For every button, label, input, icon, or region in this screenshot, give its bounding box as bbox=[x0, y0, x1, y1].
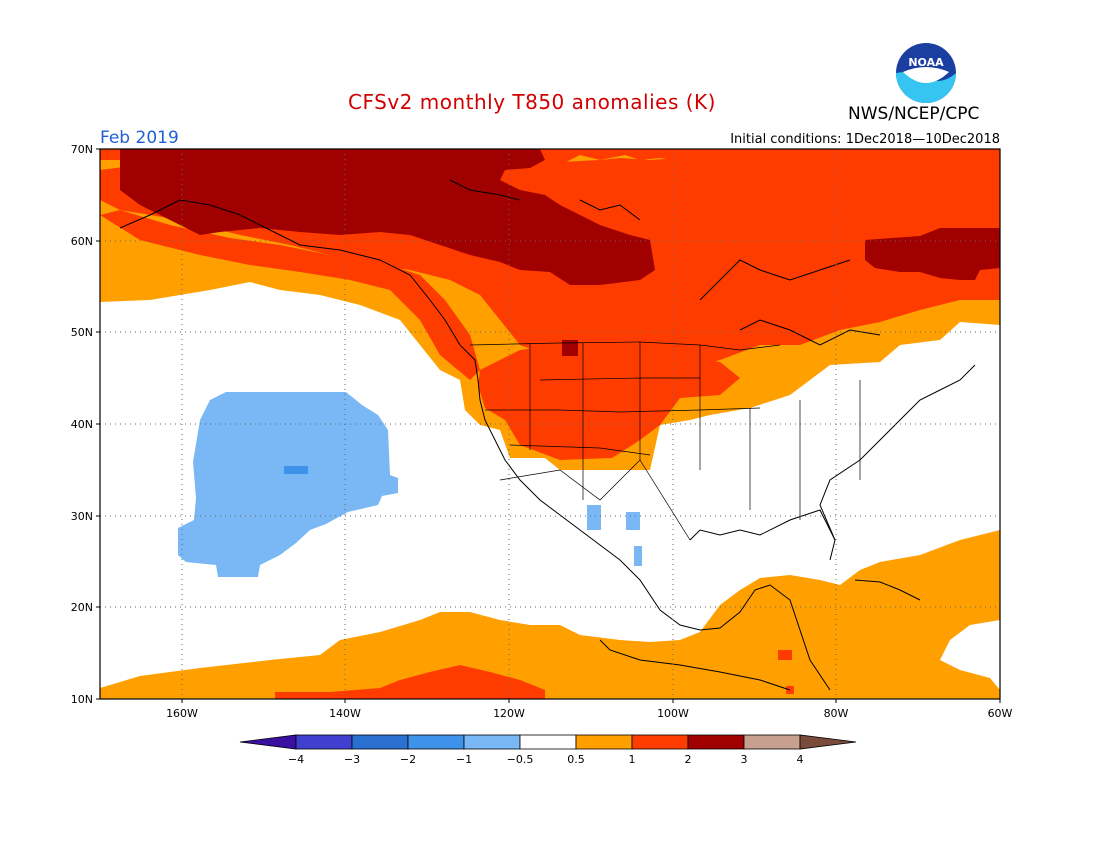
agency-label: NWS/NCEP/CPC bbox=[848, 104, 980, 124]
color-legend: −4 −3 −2 −1 −0.5 0.5 1 2 3 4 bbox=[239, 734, 857, 766]
anomaly-cell-mexico2-lightblue bbox=[634, 546, 642, 566]
lon-label: 60W bbox=[988, 707, 1013, 720]
latitude-labels: 70N 60N 50N 40N 30N 20N 10N bbox=[71, 143, 93, 706]
anomaly-cell-montana-darkred bbox=[562, 340, 578, 356]
political-borders bbox=[469, 341, 861, 541]
legend-swatch bbox=[463, 734, 521, 750]
initial-conditions: Initial conditions: 1Dec2018—10Dec2018 bbox=[730, 132, 1000, 147]
anomaly-cell-pacific-blue bbox=[284, 466, 308, 474]
anomaly-cell-baja-lightblue bbox=[587, 505, 601, 530]
anomaly-region-west-coast-red bbox=[100, 210, 480, 380]
map-title: CFSv2 monthly T850 anomalies (K) bbox=[348, 90, 716, 114]
lat-label: 70N bbox=[71, 143, 93, 156]
axis-ticks bbox=[96, 148, 1001, 703]
legend-tick-label: 3 bbox=[741, 753, 748, 766]
legend-swatch bbox=[519, 734, 577, 750]
anomaly-cell-mexico-lightblue bbox=[626, 512, 640, 530]
legend-tick-label: 0.5 bbox=[567, 753, 585, 766]
anomaly-cell-honduras-red bbox=[778, 650, 792, 660]
lon-label: 100W bbox=[657, 707, 689, 720]
lat-label: 20N bbox=[71, 601, 93, 614]
legend-swatch bbox=[743, 734, 801, 750]
legend-swatch bbox=[407, 734, 465, 750]
legend-tick-label: 4 bbox=[797, 753, 804, 766]
lon-label: 140W bbox=[329, 707, 361, 720]
anomaly-region-southwest-red bbox=[478, 345, 740, 460]
legend-tick-label: −4 bbox=[288, 753, 304, 766]
graticule bbox=[100, 149, 1000, 699]
legend-swatch bbox=[687, 734, 745, 750]
lat-label: 40N bbox=[71, 418, 93, 431]
lat-label: 60N bbox=[71, 235, 93, 248]
legend-tick-label: −2 bbox=[400, 753, 416, 766]
legend-tick-label: 2 bbox=[685, 753, 692, 766]
anomaly-region-labrador-darkred bbox=[865, 228, 1000, 280]
legend-swatch bbox=[295, 734, 353, 750]
legend-swatch bbox=[575, 734, 633, 750]
legend-swatch bbox=[351, 734, 409, 750]
forecast-month: Feb 2019 bbox=[100, 128, 179, 148]
lat-label: 30N bbox=[71, 510, 93, 523]
noaa-logo-text: NOAA bbox=[908, 56, 944, 69]
anomaly-region-alaska-darkred bbox=[120, 149, 655, 285]
legend-tick-label: −1 bbox=[456, 753, 472, 766]
anomaly-region-pacific-orange bbox=[100, 530, 1000, 699]
legend-tick-label: 1 bbox=[629, 753, 636, 766]
lon-label: 120W bbox=[493, 707, 525, 720]
legend-arrow-low bbox=[239, 734, 297, 750]
legend-tick-label: −0.5 bbox=[507, 753, 534, 766]
anomaly-region-pacific-lightblue bbox=[178, 392, 398, 577]
legend-swatch bbox=[631, 734, 689, 750]
coastlines bbox=[119, 179, 976, 691]
lon-label: 80W bbox=[824, 707, 849, 720]
lon-label: 160W bbox=[166, 707, 198, 720]
lat-label: 10N bbox=[71, 693, 93, 706]
legend-tick-label: −3 bbox=[344, 753, 360, 766]
legend-arrow-high bbox=[799, 734, 857, 750]
longitude-labels: 160W 140W 120W 100W 80W 60W bbox=[166, 707, 1012, 720]
anomaly-region-pacific-red bbox=[275, 665, 545, 699]
lat-label: 50N bbox=[71, 326, 93, 339]
noaa-logo: NOAA bbox=[896, 43, 956, 103]
